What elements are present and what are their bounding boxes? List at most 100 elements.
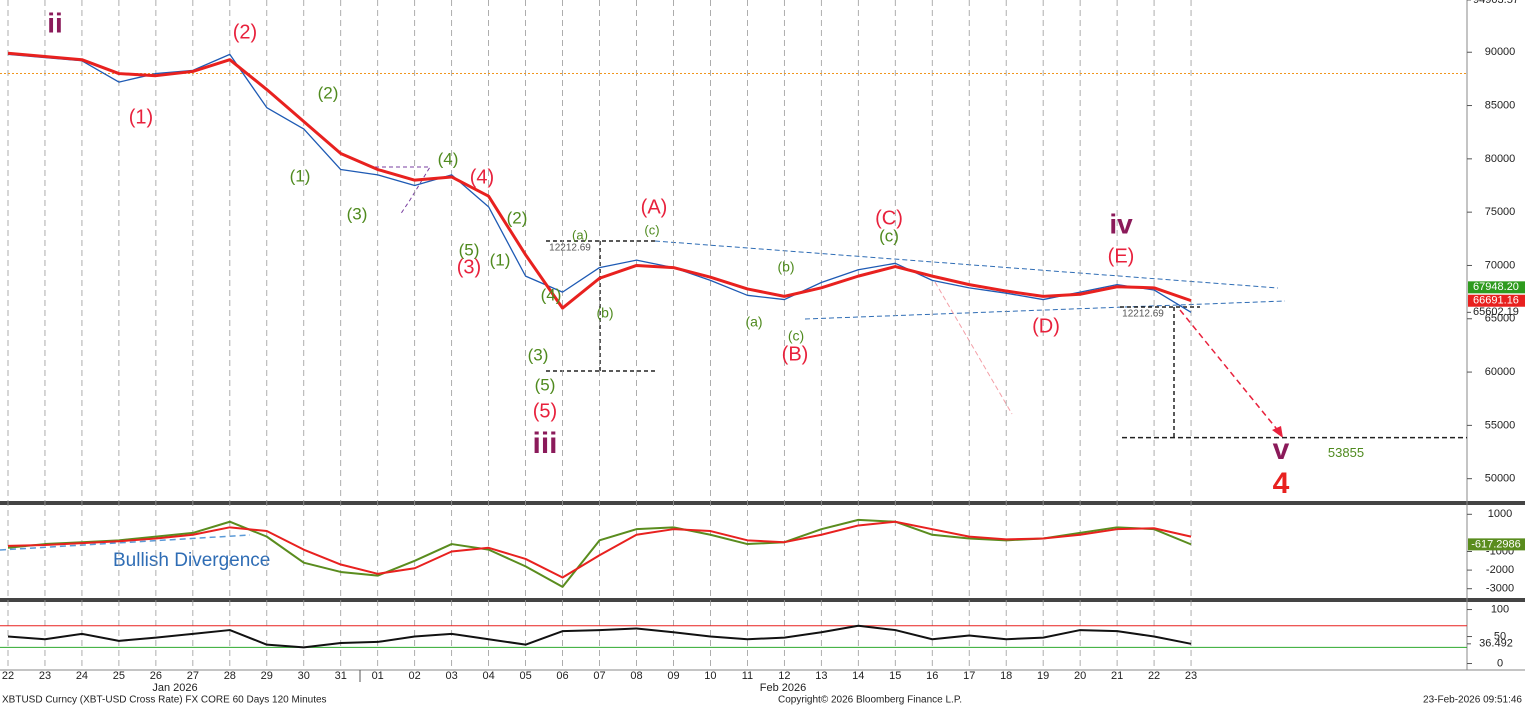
month-label: Feb 2026 bbox=[760, 682, 806, 694]
last-value-label: -617.2986 bbox=[1471, 538, 1521, 550]
wave-label: (4) bbox=[438, 149, 459, 168]
wave-label: (C) bbox=[875, 207, 903, 229]
x-tick-label: 14 bbox=[852, 670, 864, 682]
wave-label: (3) bbox=[457, 256, 481, 278]
x-tick-label: 15 bbox=[889, 670, 901, 682]
wave-label: (2) bbox=[507, 208, 528, 227]
y-tick-label: -3000 bbox=[1486, 583, 1514, 595]
wave-label: (1) bbox=[129, 106, 153, 128]
wave-label: (a) bbox=[572, 227, 588, 242]
series-line bbox=[7, 53, 1192, 313]
wave-label: (2) bbox=[233, 21, 257, 43]
x-tick-label: 31 bbox=[335, 670, 347, 682]
y-tick-label: 70000 bbox=[1485, 259, 1516, 271]
y-tick-label: 90000 bbox=[1485, 46, 1516, 58]
y-tick-label: 65000 bbox=[1485, 313, 1516, 325]
wave-label: (c) bbox=[788, 328, 804, 344]
x-tick-label: 30 bbox=[298, 670, 310, 682]
x-tick-label: 04 bbox=[482, 670, 494, 682]
y-tick-label: 50000 bbox=[1485, 473, 1516, 485]
x-tick-label: 24 bbox=[76, 670, 88, 682]
x-tick-label: 01 bbox=[372, 670, 384, 682]
x-tick-label: 03 bbox=[446, 670, 458, 682]
y-tick-label: 80000 bbox=[1485, 153, 1516, 165]
series-line bbox=[7, 520, 1192, 579]
wave-label: iv bbox=[1109, 208, 1133, 239]
wave-label: (5) bbox=[459, 240, 480, 259]
x-tick-label: 18 bbox=[1000, 670, 1012, 682]
y-tick-label: 0 bbox=[1497, 657, 1503, 669]
projection-arrow bbox=[1179, 309, 1281, 434]
arrow-head bbox=[1272, 426, 1283, 438]
y-tick-label: 1000 bbox=[1488, 508, 1512, 520]
wave-label: (B) bbox=[782, 343, 809, 365]
wave-label: (1) bbox=[290, 166, 311, 185]
x-tick-label: 27 bbox=[187, 670, 199, 682]
wave-label: (c) bbox=[644, 222, 659, 237]
y-tick-label: 60000 bbox=[1485, 366, 1516, 378]
y-tick-label: 50 bbox=[1494, 630, 1506, 642]
wave-label: (2) bbox=[318, 83, 339, 102]
wave-label: (3) bbox=[528, 345, 549, 364]
x-tick-label: 22 bbox=[1148, 670, 1160, 682]
divergence-line bbox=[0, 534, 251, 551]
x-tick-label: 11 bbox=[742, 670, 753, 682]
series-line bbox=[7, 624, 1192, 649]
x-tick-label: 25 bbox=[113, 670, 125, 682]
wave-label: (4) bbox=[470, 166, 494, 188]
x-tick-label: 07 bbox=[593, 670, 605, 682]
triangle-upper bbox=[654, 240, 1279, 289]
wave-label: (b) bbox=[596, 305, 613, 321]
x-tick-label: 12 bbox=[778, 670, 790, 682]
triangle-lower bbox=[804, 300, 1286, 320]
target-label: 53855 bbox=[1328, 445, 1364, 460]
x-tick-label: 06 bbox=[556, 670, 568, 682]
wave-label: (b) bbox=[777, 259, 794, 275]
wave-label: v bbox=[1273, 433, 1290, 466]
wave-label: (4) bbox=[541, 285, 562, 304]
wave-label: (5) bbox=[535, 375, 556, 394]
x-tick-label: 05 bbox=[519, 670, 531, 682]
month-label: Jan 2026 bbox=[152, 682, 197, 694]
series-line bbox=[7, 518, 1192, 588]
wave-label: (A) bbox=[641, 196, 668, 218]
wave-label: (E) bbox=[1108, 245, 1135, 267]
last-value-box bbox=[1468, 294, 1525, 307]
x-tick-label: 09 bbox=[667, 670, 679, 682]
last-value-label: 94903.57 bbox=[1473, 0, 1519, 6]
last-value-label: 66691.16 bbox=[1473, 295, 1519, 307]
y-tick-label: -2000 bbox=[1486, 564, 1514, 576]
wave-label: (D) bbox=[1032, 315, 1060, 337]
panel-separator bbox=[0, 501, 1525, 505]
last-value-label: 36.492 bbox=[1479, 638, 1513, 650]
y-tick-label: 75000 bbox=[1485, 206, 1516, 218]
footer-copyright: Copyright© 2026 Bloomberg Finance L.P. bbox=[778, 695, 962, 706]
wave-label: (a) bbox=[745, 314, 762, 330]
x-tick-label: 08 bbox=[630, 670, 642, 682]
last-value-box bbox=[1468, 281, 1525, 294]
x-tick-label: 23 bbox=[39, 670, 51, 682]
annotation: Bullish Divergence bbox=[113, 550, 270, 571]
x-tick-label: 10 bbox=[704, 670, 716, 682]
wave-label: 12212.69 bbox=[549, 243, 591, 254]
x-tick-label: 17 bbox=[963, 670, 975, 682]
footer-timestamp: 23-Feb-2026 09:51:46 bbox=[1423, 695, 1522, 706]
wave-label: (1) bbox=[490, 250, 511, 269]
last-value-box bbox=[1468, 538, 1525, 551]
wave-label: 4 bbox=[1273, 467, 1290, 500]
wave-label: ii bbox=[47, 7, 63, 38]
x-tick-label: 16 bbox=[926, 670, 938, 682]
wave-label: (3) bbox=[347, 204, 368, 223]
x-tick-label: 19 bbox=[1037, 670, 1049, 682]
x-tick-label: 13 bbox=[815, 670, 827, 682]
x-tick-label: 20 bbox=[1074, 670, 1086, 682]
wave-label: (5) bbox=[533, 400, 557, 422]
projection-arrow-faint bbox=[934, 281, 1013, 415]
wave-label: 12212.69 bbox=[1122, 309, 1164, 320]
y-tick-label: 85000 bbox=[1485, 99, 1516, 111]
y-tick-label: 55000 bbox=[1485, 419, 1516, 431]
panel-separator bbox=[0, 598, 1525, 602]
x-tick-label: 22 bbox=[2, 670, 14, 682]
